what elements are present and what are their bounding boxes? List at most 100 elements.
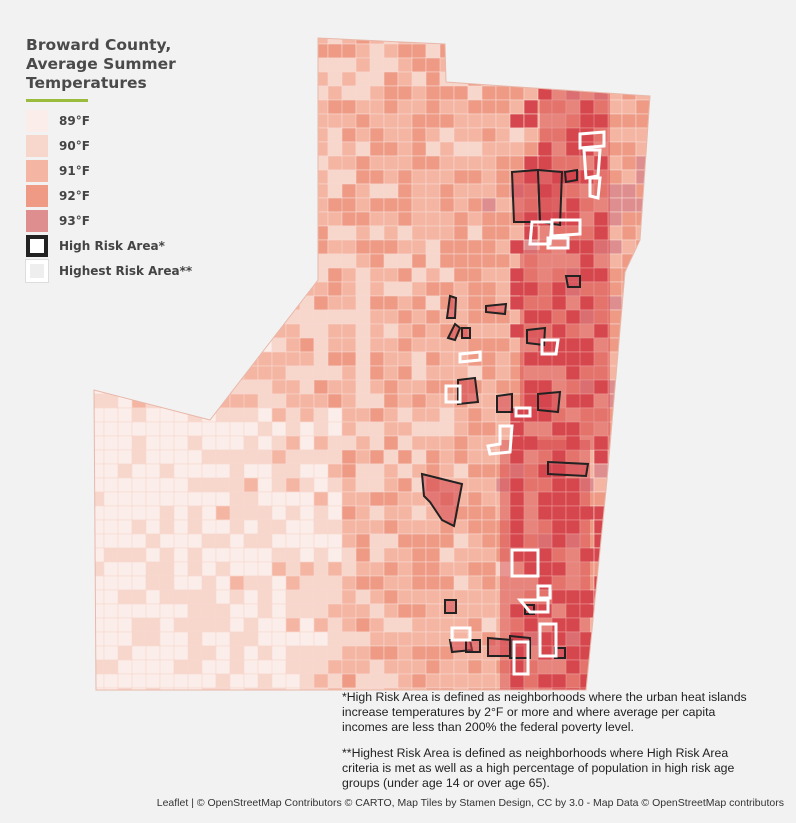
neighborhood-cell	[341, 407, 357, 423]
neighborhood-cell	[649, 197, 650, 213]
highest-risk-area[interactable]	[444, 384, 462, 404]
neighborhood-cell	[649, 379, 650, 395]
neighborhood-cell	[187, 645, 203, 661]
neighborhood-cell	[621, 407, 637, 423]
neighborhood-cell	[285, 253, 301, 269]
neighborhood-cell	[159, 323, 189, 339]
high-risk-area[interactable]	[496, 392, 513, 413]
neighborhood-cell	[229, 645, 245, 661]
neighborhood-cell	[103, 533, 119, 549]
highest-risk-area[interactable]	[516, 598, 550, 614]
high-risk-area[interactable]	[537, 390, 562, 414]
neighborhood-cell	[173, 603, 189, 619]
neighborhood-cell	[145, 575, 161, 591]
neighborhood-cell	[313, 631, 329, 647]
neighborhood-cell	[131, 323, 147, 339]
neighborhood-cell	[257, 309, 273, 325]
highest-risk-area[interactable]	[540, 338, 560, 356]
neighborhood-cell	[299, 85, 315, 101]
neighborhood-cell	[551, 38, 567, 45]
neighborhood-cell	[243, 295, 259, 311]
high-risk-area[interactable]	[510, 168, 542, 223]
highest-risk-area[interactable]	[486, 424, 514, 456]
highest-risk-area[interactable]	[512, 640, 530, 676]
neighborhood-cell	[411, 113, 427, 129]
highest-risk-area[interactable]	[510, 548, 540, 578]
neighborhood-cell	[439, 99, 455, 115]
neighborhood-cell	[243, 351, 259, 367]
neighborhood-cell	[369, 183, 385, 199]
high-risk-area[interactable]	[457, 376, 480, 406]
neighborhood-cell	[94, 617, 105, 633]
highest-risk-area[interactable]	[528, 220, 554, 246]
neighborhood-cell	[285, 477, 301, 493]
neighborhood-cell	[383, 57, 399, 73]
high-risk-area[interactable]	[536, 168, 564, 227]
neighborhood-cell	[341, 211, 357, 227]
neighborhood-cell	[173, 449, 189, 465]
highest-risk-area[interactable]	[458, 350, 482, 364]
highest-risk-area[interactable]	[550, 218, 582, 238]
neighborhood-cell	[173, 365, 189, 381]
highest-risk-area[interactable]	[536, 584, 552, 600]
neighborhood-cell	[383, 477, 399, 493]
neighborhood-cell	[103, 281, 119, 297]
neighborhood-cell	[635, 267, 650, 283]
highest-risk-area[interactable]	[578, 130, 606, 150]
neighborhood-cell	[355, 365, 371, 381]
neighborhood-cell	[369, 519, 385, 535]
highest-risk-area[interactable]	[588, 176, 602, 200]
neighborhood-cell	[467, 407, 483, 423]
neighborhood-cell	[299, 421, 315, 437]
high-risk-area[interactable]	[485, 302, 508, 316]
neighborhood-cell	[481, 393, 497, 409]
neighborhood-cell	[355, 337, 371, 353]
high-risk-area[interactable]	[465, 639, 481, 653]
neighborhood-cell	[131, 463, 147, 479]
neighborhood-cell	[313, 267, 329, 283]
neighborhood-cell	[593, 673, 623, 689]
neighborhood-cell	[607, 295, 623, 311]
neighborhood-cell	[173, 659, 189, 675]
neighborhood-cell	[117, 351, 147, 367]
highest-risk-area[interactable]	[450, 626, 472, 642]
neighborhood-cell	[327, 603, 343, 619]
neighborhood-cell	[383, 673, 399, 689]
neighborhood-cell	[215, 547, 231, 563]
neighborhood-cell	[341, 603, 357, 619]
legend-swatch-highest-risk	[26, 259, 48, 282]
neighborhood-cell	[103, 407, 119, 423]
neighborhood-cell	[635, 449, 650, 465]
highest-risk-area[interactable]	[538, 622, 558, 658]
neighborhood-cell	[481, 38, 497, 45]
high-risk-area[interactable]	[461, 327, 471, 339]
neighborhood-cell	[117, 547, 133, 563]
neighborhood-cell	[299, 253, 315, 269]
neighborhood-cell	[495, 183, 511, 199]
neighborhood-cell	[299, 617, 315, 633]
highest-risk-area[interactable]	[514, 406, 532, 418]
neighborhood-cell	[313, 211, 329, 227]
high-risk-area[interactable]	[564, 275, 581, 288]
neighborhood-cell	[607, 673, 623, 689]
high-risk-area[interactable]	[446, 322, 462, 342]
neighborhood-cell	[355, 85, 371, 101]
high-risk-area[interactable]	[445, 294, 458, 319]
neighborhood-cell	[271, 197, 287, 213]
highest-risk-area[interactable]	[582, 148, 602, 180]
neighborhood-cell	[565, 38, 595, 45]
high-risk-area[interactable]	[487, 636, 513, 657]
highest-risk-area[interactable]	[546, 236, 570, 250]
neighborhood-cell	[94, 631, 105, 647]
high-risk-area[interactable]	[563, 168, 578, 184]
neighborhood-cell	[117, 421, 133, 437]
high-risk-area[interactable]	[444, 599, 457, 614]
neighborhood-cell	[145, 393, 161, 409]
neighborhood-cell	[159, 351, 175, 367]
neighborhood-cell	[425, 43, 441, 59]
high-risk-area[interactable]	[420, 472, 464, 528]
high-risk-area[interactable]	[547, 460, 590, 478]
neighborhood-cell	[649, 491, 650, 507]
neighborhood-cell	[649, 561, 650, 577]
